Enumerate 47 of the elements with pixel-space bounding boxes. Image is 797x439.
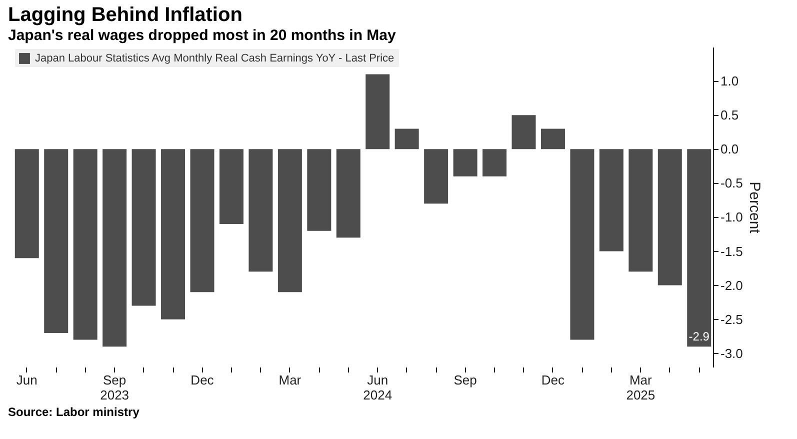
x-tick-label: Jun 2024 [363, 372, 392, 402]
bar [453, 149, 478, 176]
x-tick-label: Sep 2023 [100, 372, 130, 402]
bar [248, 149, 273, 272]
bar [512, 115, 536, 150]
bar [570, 149, 594, 340]
y-tick-label: -2.0 [720, 278, 743, 293]
y-tick-label: -3.0 [720, 346, 743, 361]
bar [336, 149, 360, 238]
bar [307, 149, 332, 231]
x-tick-label: Dec [541, 372, 566, 388]
bar [394, 128, 419, 150]
x-tick-label: Sep [454, 372, 477, 388]
y-tick-label: -1.0 [720, 210, 743, 225]
bar [366, 74, 390, 150]
legend-label: Japan Labour Statistics Avg Monthly Real Cash Earnings YoY - Last Price [35, 52, 394, 64]
bar [482, 149, 507, 176]
bar [424, 149, 448, 204]
y-axis-title: Percent [746, 182, 763, 234]
bar [161, 149, 186, 320]
x-tick-label: Jun [16, 372, 38, 388]
bar [73, 149, 98, 340]
bar [14, 149, 39, 258]
x-tick-label: Mar [278, 372, 302, 388]
y-tick-label: -2.5 [720, 312, 743, 327]
x-tick-label: Dec [190, 372, 214, 388]
chart-subtitle: Japan's real wages dropped most in 20 months in May [8, 27, 396, 44]
bar [219, 149, 244, 224]
y-tick-label: 0.0 [720, 142, 739, 157]
y-tick-label: 0.5 [720, 108, 739, 123]
x-tick-label: Mar 2025 [626, 372, 656, 402]
chart-title: Lagging Behind Inflation [8, 4, 242, 26]
bar [102, 149, 127, 347]
y-tick-label: -1.5 [720, 244, 743, 259]
bar [687, 149, 712, 347]
bar [190, 149, 214, 292]
data-label: -2.9 [688, 330, 710, 344]
bar [44, 149, 68, 333]
source-note: Source: Labor ministry [8, 405, 140, 419]
bar [278, 149, 302, 292]
bar [658, 149, 682, 286]
y-tick-label: -0.5 [720, 176, 743, 191]
bar [132, 149, 156, 306]
bar [599, 149, 624, 252]
bar [540, 128, 565, 150]
bar [628, 149, 653, 272]
y-tick-label: 1.0 [720, 74, 739, 89]
